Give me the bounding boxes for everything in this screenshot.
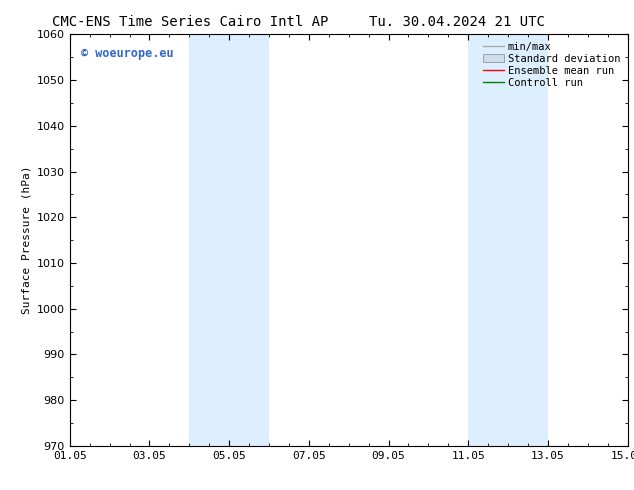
Legend: min/max, Standard deviation, Ensemble mean run, Controll run: min/max, Standard deviation, Ensemble me…	[481, 40, 623, 90]
Bar	[190, 34, 269, 446]
Text: © woeurope.eu: © woeurope.eu	[81, 47, 174, 60]
Text: CMC-ENS Time Series Cairo Intl AP: CMC-ENS Time Series Cairo Intl AP	[52, 15, 328, 29]
Text: Tu. 30.04.2024 21 UTC: Tu. 30.04.2024 21 UTC	[368, 15, 545, 29]
Bar	[469, 34, 548, 446]
Y-axis label: Surface Pressure (hPa): Surface Pressure (hPa)	[21, 166, 31, 315]
